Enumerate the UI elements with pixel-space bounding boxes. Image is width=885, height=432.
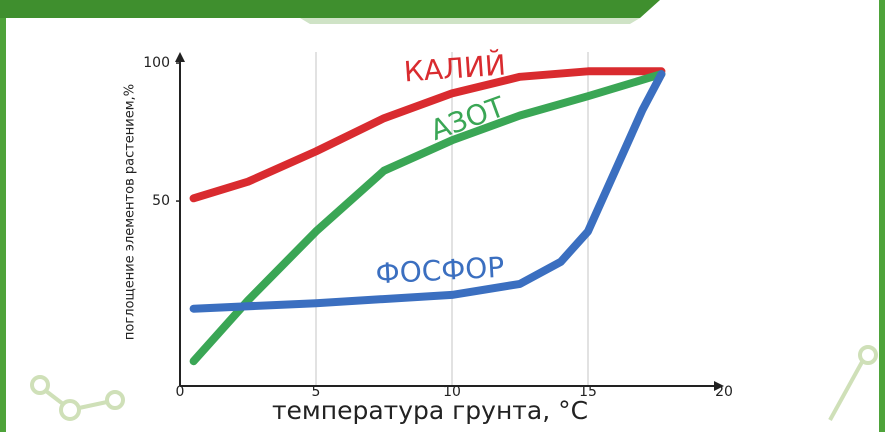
series-label: ФОСФОР (375, 251, 505, 291)
left-border (0, 0, 6, 432)
molecule-decor (30, 345, 878, 421)
x-axis-title: температура грунта, °C (272, 396, 588, 425)
x-tick-label: 5 (312, 384, 321, 400)
y-axis-arrow (175, 52, 185, 62)
series-line (189, 70, 666, 366)
series-line (189, 67, 666, 203)
y-tick-label: 100 (143, 55, 170, 71)
header-banner (0, 0, 660, 18)
x-tick-label: 10 (443, 384, 461, 400)
right-border (879, 0, 885, 432)
y-axis-title: поглощение элементов растением,% (123, 84, 138, 340)
series-line (189, 70, 666, 313)
series-label: КАЛИЙ (403, 47, 507, 88)
y-tick-label: 50 (152, 193, 170, 209)
x-tick-label: 15 (579, 384, 597, 400)
x-tick-label: 0 (176, 384, 185, 400)
x-axis-arrow (714, 381, 724, 391)
header-shadow (300, 18, 640, 24)
